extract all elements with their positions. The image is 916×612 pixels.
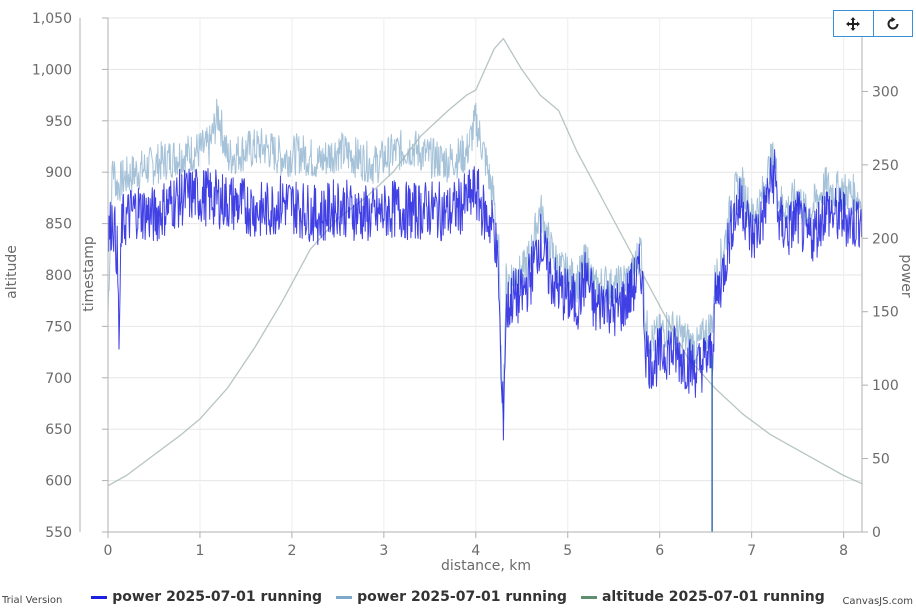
y-right-tick-label: 150 — [872, 305, 899, 321]
y-right-tick-label: 250 — [872, 158, 899, 174]
move-icon — [846, 16, 861, 31]
legend-swatch — [336, 595, 353, 599]
y-axis-title-power: power — [898, 254, 914, 298]
legend-item-altitude[interactable]: altitude 2025-07-01 running — [580, 589, 825, 605]
legend: power 2025-07-01 running power 2025-07-0… — [0, 589, 916, 605]
y-left-tick-label: 1,050 — [32, 11, 72, 27]
y-axis-title-timestamp: timestamp — [81, 236, 97, 312]
y-right-tick-label: 100 — [872, 378, 899, 394]
reset-button[interactable] — [872, 11, 913, 36]
legend-item-power-1[interactable]: power 2025-07-01 running — [91, 589, 322, 605]
grid — [107, 17, 862, 533]
legend-item-power-2[interactable]: power 2025-07-01 running — [336, 589, 567, 605]
x-axis-title: distance, km — [441, 558, 531, 574]
trial-watermark: Trial Version — [2, 595, 63, 606]
y-left-tick-label: 600 — [45, 474, 72, 490]
legend-label: power 2025-07-01 running — [357, 589, 567, 605]
x-tick-label: 6 — [655, 543, 664, 559]
y-left-tick-label: 650 — [45, 422, 72, 438]
x-tick-label: 5 — [563, 543, 572, 559]
y-right-tick-label: 200 — [872, 231, 899, 247]
legend-label: power 2025-07-01 running — [112, 589, 323, 605]
x-tick-label: 1 — [195, 543, 204, 559]
series-line-1 — [107, 98, 863, 421]
y-right-tick-label: 50 — [872, 452, 890, 468]
y-left-tick-label: 850 — [45, 217, 72, 233]
series-line-2 — [107, 37, 863, 487]
y-right-tick-label: 300 — [872, 84, 899, 100]
pan-button[interactable] — [834, 11, 873, 36]
x-tick-label: 8 — [839, 543, 848, 559]
y-left-tick-label: 750 — [45, 319, 72, 335]
series-layer — [107, 37, 863, 532]
legend-swatch — [91, 595, 108, 599]
y-left-tick-label: 900 — [45, 165, 72, 181]
x-tick-label: 3 — [379, 543, 388, 559]
series-line-0 — [107, 149, 863, 441]
legend-swatch — [580, 595, 597, 599]
y-left-tick-label: 550 — [45, 525, 72, 541]
reset-icon — [887, 16, 899, 29]
y-right-tick-label: 0 — [872, 525, 881, 541]
y-left-tick-label: 800 — [45, 268, 72, 284]
x-tick-label: 2 — [287, 543, 296, 559]
chart-toolbar — [833, 10, 913, 37]
credit-link[interactable]: CanvasJS.com — [842, 596, 913, 607]
x-tick-label: 0 — [104, 543, 113, 559]
x-tick-label: 4 — [471, 543, 480, 559]
y-left-tick-label: 1,000 — [32, 62, 72, 78]
x-tick-label: 7 — [747, 543, 756, 559]
y-axis-title-altitude: altitude — [4, 245, 20, 299]
y-left-tick-label: 950 — [45, 114, 72, 130]
y-left-tick-label: 700 — [45, 371, 72, 387]
legend-label: altitude 2025-07-01 running — [601, 589, 825, 605]
